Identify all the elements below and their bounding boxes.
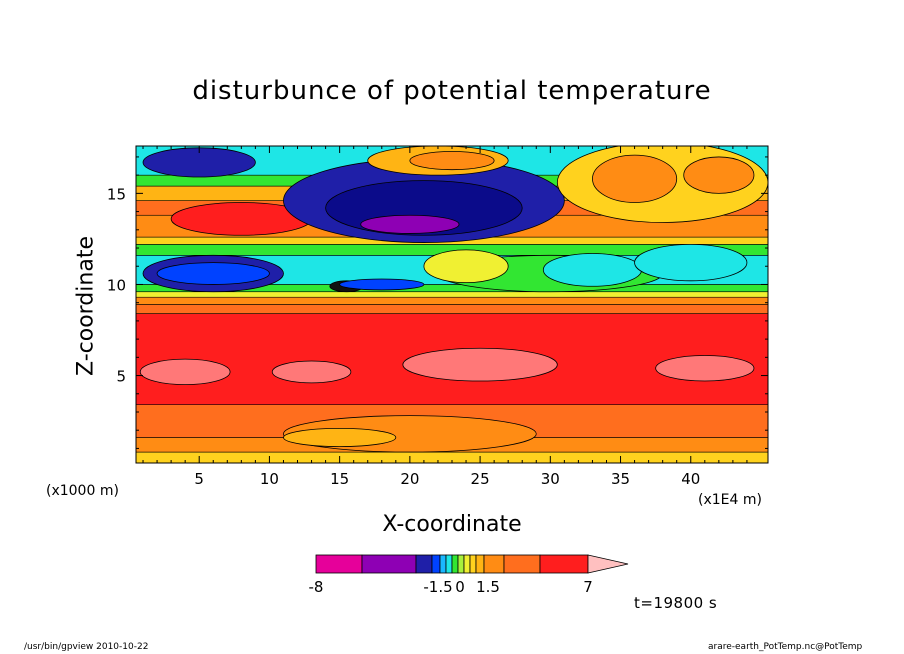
colorbar-label-2: 0 — [455, 578, 465, 596]
x-tick-label-20: 20 — [400, 470, 419, 488]
colorbar-segment-2 — [415, 554, 433, 574]
colorbar-segment-0 — [315, 554, 363, 574]
contour-region-11 — [423, 249, 509, 284]
colorbar-segment-10 — [475, 554, 485, 574]
x-unit-label: (x1E4 m) — [698, 492, 762, 508]
colorbar-label-3: 1.5 — [476, 578, 500, 596]
contour-region-2 — [402, 347, 558, 382]
contour-region-5 — [283, 427, 397, 448]
y-tick-label-10: 10 — [107, 276, 126, 294]
contour-region-9 — [542, 253, 642, 287]
colorbar-segment-6 — [451, 554, 459, 574]
time-label: t=19800 s — [634, 594, 718, 612]
contour-region-0 — [139, 358, 231, 386]
colorbar-segment-1 — [361, 554, 417, 574]
contour-region-1 — [271, 360, 352, 384]
y-axis-label: Z-coordinate — [73, 236, 99, 376]
colorbar-segment-4 — [439, 554, 447, 574]
colorbar-label-1: -1.5 — [423, 578, 452, 596]
contour-band-4 — [136, 304, 768, 314]
colorbar-label-0: -8 — [309, 578, 324, 596]
x-tick-label-40: 40 — [681, 470, 700, 488]
colorbar-segment-13 — [539, 554, 589, 574]
contour-region-18 — [409, 151, 495, 171]
colorbar: -8 -1.5 0 1.5 7 — [309, 554, 629, 596]
colorbar-segment-12 — [503, 554, 541, 574]
colorbar-segment-5 — [445, 554, 453, 574]
contour-features — [139, 146, 768, 453]
contour-region-3 — [655, 355, 755, 382]
footer-left: /usr/bin/gpview 2010-10-22 — [24, 642, 149, 652]
y-axis-ticks: 5 10 15 — [107, 156, 768, 449]
x-tick-label-10: 10 — [260, 470, 279, 488]
colorbar-extend-triangle — [587, 554, 629, 574]
chart-title: disturbunce of potential temperature — [192, 76, 712, 106]
colorbar-segment-8 — [463, 554, 471, 574]
footer-right: arare-earth_PotTemp.nc@PotTemp — [708, 642, 863, 652]
x-tick-label-15: 15 — [330, 470, 349, 488]
colorbar-label-4: 7 — [583, 578, 593, 596]
contour-region-20 — [592, 154, 678, 203]
x-tick-label-35: 35 — [611, 470, 630, 488]
contour-region-10 — [634, 243, 748, 282]
z-unit-label: (x1000 m) — [46, 483, 119, 499]
colorbar-segment-7 — [457, 554, 465, 574]
x-tick-label-30: 30 — [541, 470, 560, 488]
colorbar-segment-3 — [431, 554, 441, 574]
contour-region-15 — [360, 214, 460, 234]
contour-band-5 — [136, 296, 768, 305]
x-axis-ticks: 5 10 15 20 25 30 35 40 — [142, 146, 748, 488]
colorbar-segment-11 — [483, 554, 505, 574]
contour-region-23 — [339, 278, 425, 291]
x-axis-label: X-coordinate — [382, 512, 522, 537]
contour-band-6 — [136, 291, 768, 298]
y-tick-label-5: 5 — [116, 368, 126, 386]
contour-region-7 — [156, 262, 270, 285]
colorbar-segment-9 — [469, 554, 477, 574]
y-tick-label-15: 15 — [107, 185, 126, 203]
x-tick-label-25: 25 — [471, 470, 490, 488]
x-tick-label-5: 5 — [194, 470, 204, 488]
contour-region-21 — [683, 156, 755, 194]
